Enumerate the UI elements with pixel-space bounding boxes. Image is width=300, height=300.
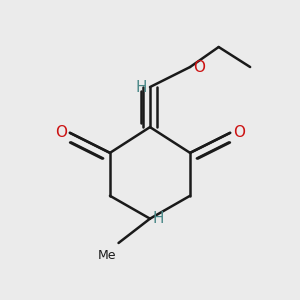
- Text: O: O: [233, 125, 245, 140]
- Text: H: H: [136, 80, 147, 94]
- Text: O: O: [193, 59, 205, 74]
- Text: O: O: [55, 125, 67, 140]
- Text: Me: Me: [98, 249, 116, 262]
- Text: H: H: [153, 211, 164, 226]
